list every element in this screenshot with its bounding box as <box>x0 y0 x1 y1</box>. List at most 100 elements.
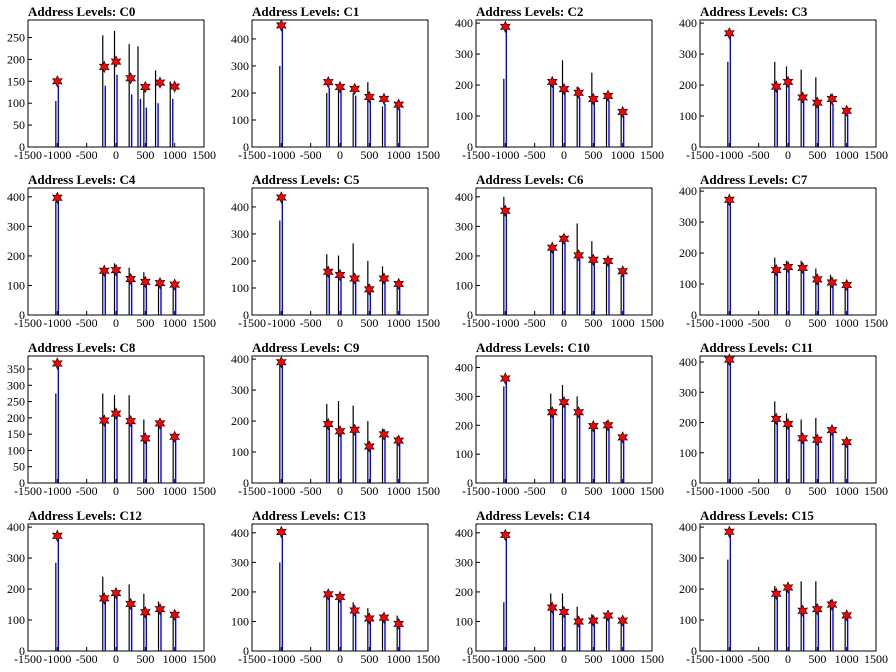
y-tick-label: 400 <box>231 200 249 214</box>
x-tick-label: 1000 <box>611 484 635 498</box>
chart-title: Address Levels: C5 <box>252 172 360 187</box>
y-tick-label: 350 <box>7 362 25 376</box>
x-tick-label: 1000 <box>163 652 187 666</box>
peak-marker-star <box>154 76 166 89</box>
y-tick-label: 200 <box>7 582 25 596</box>
y-tick-label: 400 <box>679 184 697 198</box>
x-tick-label: -1500 <box>14 484 42 498</box>
peak-marker-star <box>322 75 334 89</box>
y-tick-label: 0 <box>19 140 25 154</box>
chart-title: Address Levels: C0 <box>28 4 136 19</box>
x-tick-label: 500 <box>360 652 378 666</box>
peak-marker-star <box>98 592 110 605</box>
y-tick-label: 400 <box>679 16 697 30</box>
chart-svg: 0 100 200 300 400 -1500 -1000 -500 0 500 1000 1500 <box>679 16 888 162</box>
x-tick-label: 0 <box>785 148 791 162</box>
plot-frame <box>251 187 429 316</box>
peak-marker-star <box>363 612 375 625</box>
peak-marker-star <box>125 597 137 611</box>
x-tick-label: -500 <box>524 652 546 666</box>
x-tick-label: -1500 <box>462 484 490 498</box>
y-tick-label: 100 <box>455 278 473 292</box>
peak-marker-star <box>770 263 782 277</box>
peak-marker-star <box>797 91 809 104</box>
x-tick-label: -500 <box>300 316 322 330</box>
peak-marker-star <box>139 606 151 619</box>
chart-title: Address Levels: C12 <box>28 508 142 523</box>
peak-marker-star <box>349 272 361 285</box>
peak-marker-star <box>723 27 735 40</box>
chart-panel: Address Levels: C9 0 100 200 300 400 -1500 -100… <box>224 336 448 504</box>
x-tick-label: -500 <box>300 148 322 162</box>
peak-marker-star <box>723 525 735 538</box>
x-tick-label: 500 <box>584 148 602 162</box>
x-tick-label: -1000 <box>43 316 71 330</box>
chart-svg: 0 50 100 150 200 250 300 350 -1500 -1000 -500 0 500 1… <box>7 355 216 498</box>
peak-marker-star <box>110 55 122 68</box>
y-tick-label: 300 <box>7 378 25 392</box>
x-tick-label: -1500 <box>462 148 490 162</box>
x-tick-label: -1000 <box>267 316 295 330</box>
plot-frame <box>251 355 429 484</box>
peak-marker-star <box>349 423 361 436</box>
y-tick-label: 50 <box>13 460 25 474</box>
x-tick-label: 0 <box>113 484 119 498</box>
peak-marker-star <box>169 608 181 621</box>
x-tick-label: -1500 <box>686 652 714 666</box>
x-tick-label: 1000 <box>387 484 411 498</box>
chart-panel: Address Levels: C10 0 100 200 300 400 -1500 -10… <box>448 336 672 504</box>
x-tick-label: -1500 <box>14 652 42 666</box>
peak-marker-star <box>723 353 735 366</box>
peak-marker-star <box>275 525 287 539</box>
y-tick-label: 0 <box>691 644 697 658</box>
x-tick-label: 1000 <box>835 652 859 666</box>
y-tick-label: 0 <box>691 140 697 154</box>
y-tick-label: 400 <box>231 32 249 46</box>
peak-marker-star <box>573 86 585 100</box>
x-tick-label: 500 <box>808 484 826 498</box>
y-tick-label: 400 <box>679 520 697 534</box>
y-tick-label: 100 <box>679 446 697 460</box>
x-tick-label: 1500 <box>864 148 888 162</box>
x-tick-label: 500 <box>136 484 154 498</box>
x-tick-label: -1500 <box>238 652 266 666</box>
peak-marker-star <box>811 433 823 446</box>
peak-marker-star <box>587 614 599 627</box>
y-tick-label: 200 <box>679 78 697 92</box>
y-tick-label: 400 <box>455 361 473 375</box>
peak-marker-star <box>51 75 63 88</box>
y-tick-label: 0 <box>467 476 473 490</box>
peak-marker-star <box>782 75 794 89</box>
y-tick-label: 0 <box>467 644 473 658</box>
x-tick-label: 500 <box>808 148 826 162</box>
peak-marker-star <box>617 105 629 119</box>
peak-marker-star <box>169 278 181 291</box>
y-tick-label: 100 <box>7 96 25 110</box>
peak-marker-star <box>770 80 782 93</box>
x-tick-label: 1500 <box>192 316 216 330</box>
peak-marker-star <box>51 357 63 370</box>
y-tick-label: 300 <box>679 385 697 399</box>
x-tick-label: -500 <box>748 484 770 498</box>
x-tick-label: -1000 <box>715 148 743 162</box>
x-tick-label: 1000 <box>835 148 859 162</box>
peak-marker-star <box>782 417 794 431</box>
peak-marker-star <box>393 277 405 291</box>
x-tick-label: -1000 <box>43 652 71 666</box>
peak-marker-star <box>587 419 599 433</box>
x-tick-label: 0 <box>337 148 343 162</box>
plot-frame <box>475 187 653 316</box>
x-tick-label: -500 <box>524 316 546 330</box>
x-tick-label: -1500 <box>14 148 42 162</box>
y-tick-label: 100 <box>7 278 25 292</box>
x-tick-label: -1000 <box>43 148 71 162</box>
x-tick-label: 1500 <box>864 316 888 330</box>
peak-marker-star <box>723 193 735 206</box>
peak-marker-star <box>378 92 390 106</box>
peak-marker-star <box>378 272 390 285</box>
peak-marker-star <box>378 428 390 441</box>
chart-title: Address Levels: C4 <box>28 172 136 187</box>
y-tick-label: 200 <box>231 414 249 428</box>
x-tick-label: 500 <box>360 484 378 498</box>
peak-marker-star <box>546 75 558 89</box>
